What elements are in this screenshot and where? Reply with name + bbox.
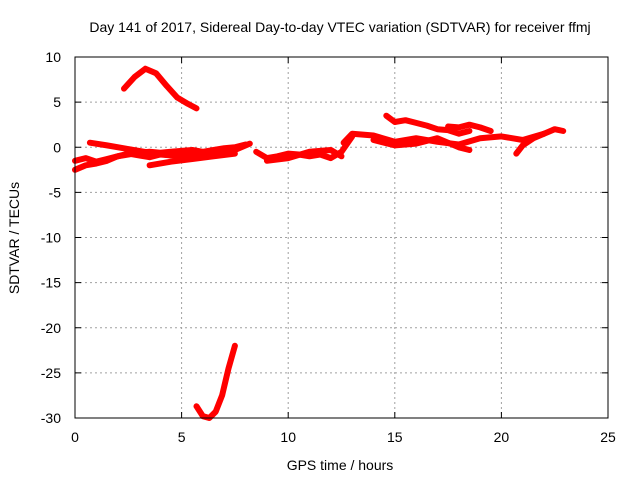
x-tick-label: 0 <box>71 429 79 445</box>
y-tick-label: 5 <box>53 94 61 110</box>
x-axis-label: GPS time / hours <box>287 457 394 473</box>
y-tick-label: -20 <box>41 320 61 336</box>
series-arc-10 <box>445 121 494 134</box>
x-tick-label: 15 <box>387 429 403 445</box>
series-arc-12 <box>121 65 200 112</box>
y-tick-label: -5 <box>49 184 62 200</box>
series-arc-13 <box>193 342 238 421</box>
series-arc-8 <box>370 135 473 153</box>
x-tick-label: 25 <box>600 429 616 445</box>
series-arc-4 <box>146 150 238 169</box>
tick-layer: 0 5 10 15 20 25 -30 -25 -20 -15 -10 -5 0 5 10 <box>41 49 616 445</box>
x-tick-label: 5 <box>178 429 186 445</box>
y-tick-label: 0 <box>53 139 61 155</box>
series-arc-6 <box>263 147 345 164</box>
series-arc-9 <box>383 112 473 137</box>
y-tick-label: -10 <box>41 230 61 246</box>
plot-frame <box>74 56 609 419</box>
y-tick-label: 10 <box>45 49 61 65</box>
series-arc-7 <box>340 130 547 148</box>
y-tick-label: -30 <box>41 410 61 426</box>
chart-title: Day 141 of 2017, Sidereal Day-to-day VTE… <box>89 19 590 35</box>
series-layer <box>72 65 567 421</box>
x-tick-label: 10 <box>280 429 296 445</box>
x-tick-label: 20 <box>494 429 510 445</box>
series-arc-11 <box>513 126 567 157</box>
y-tick-label: -25 <box>41 365 61 381</box>
y-axis-label: SDTVAR / TECUs <box>6 182 22 294</box>
grid-layer <box>75 57 608 418</box>
y-tick-label: -15 <box>41 275 61 291</box>
